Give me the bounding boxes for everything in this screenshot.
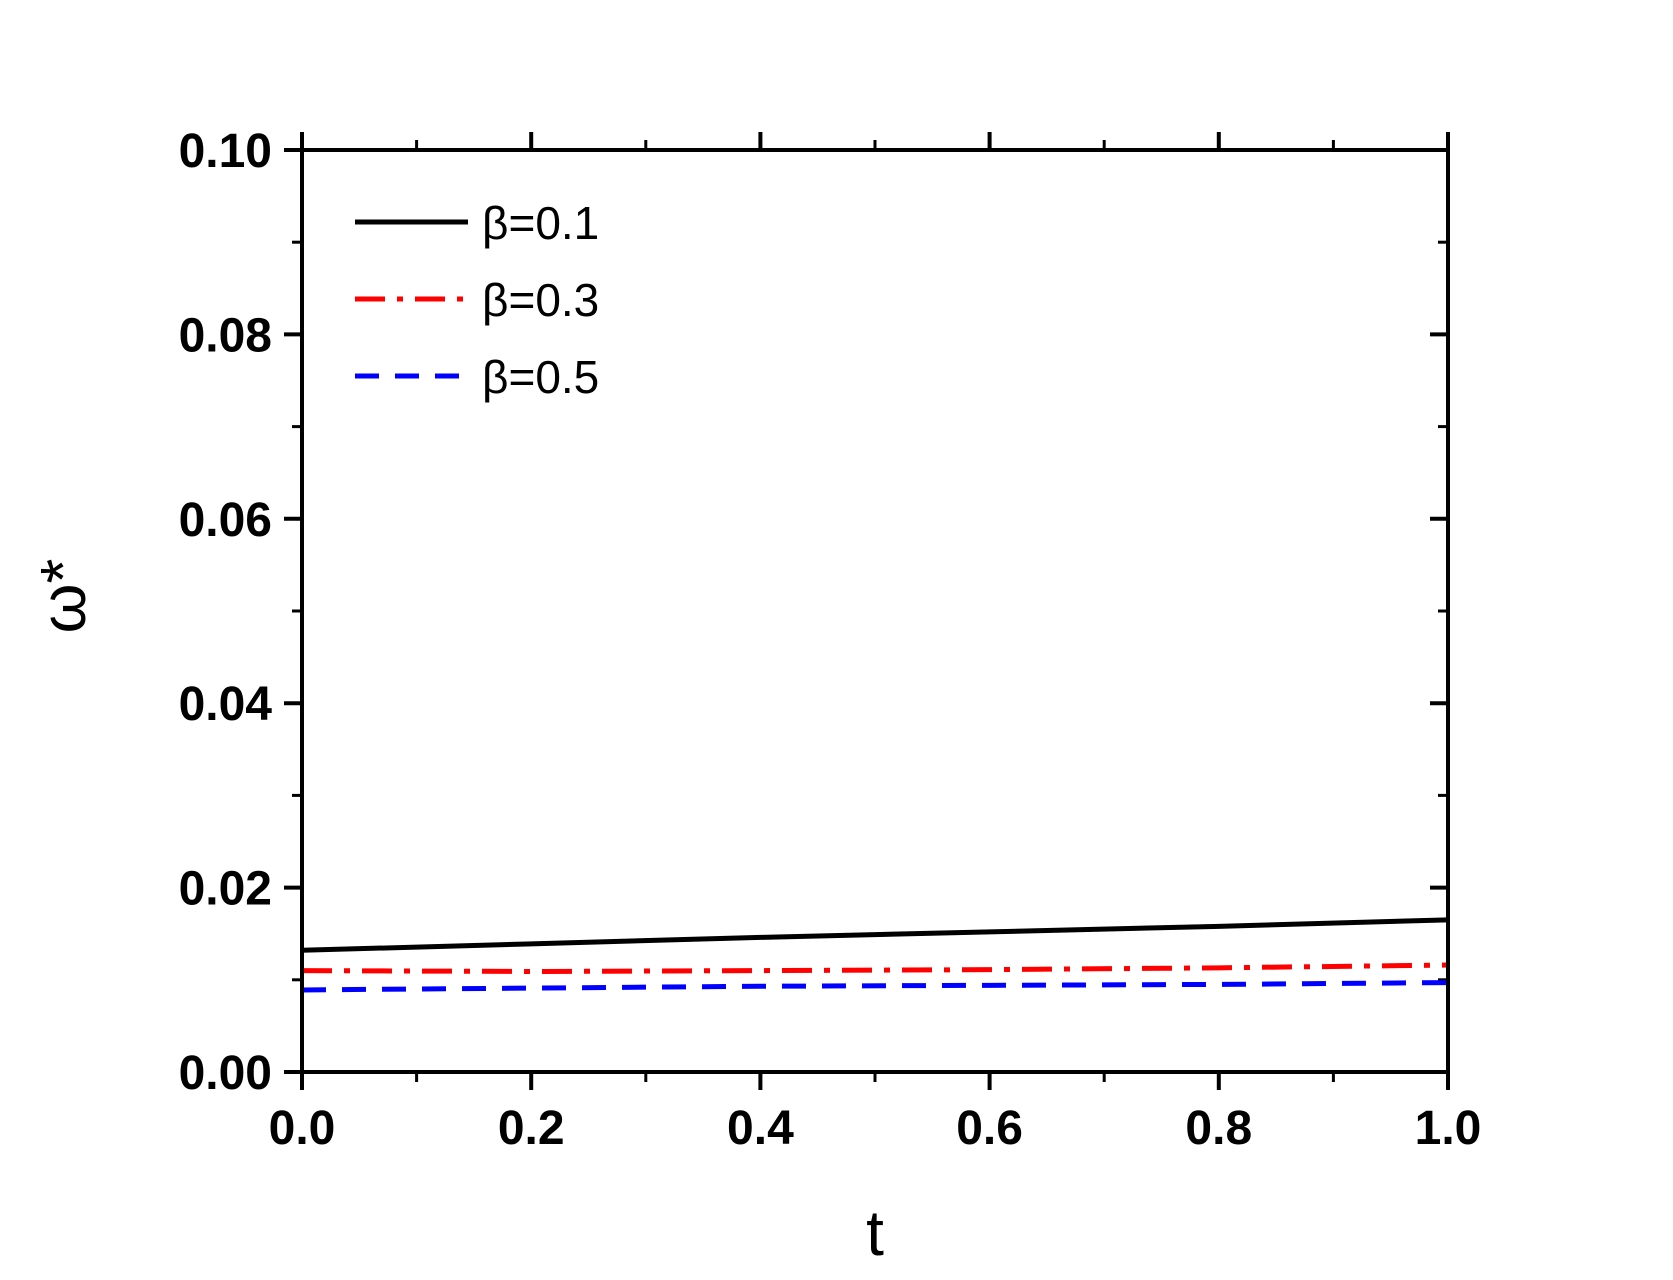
legend-label: β=0.5: [482, 351, 599, 403]
series-line: [301, 917, 1449, 953]
y-tick-label: 0.02: [179, 863, 272, 916]
y-tick-label: 0.06: [179, 494, 272, 547]
plot-area-frame: [300, 148, 1450, 1074]
x-tick-labels: 0.0 0.2 0.4 0.6 0.8 1.0: [269, 1102, 1482, 1155]
series-line: [301, 962, 1449, 975]
legend-label: β=0.3: [482, 274, 599, 326]
y-axis-title: ω*: [27, 559, 99, 634]
x-tick-label: 0.4: [727, 1102, 794, 1155]
x-tick-label: 0.8: [1185, 1102, 1252, 1155]
y-tick-label: 0.00: [179, 1047, 272, 1100]
y-tick-label: 0.10: [179, 125, 272, 178]
x-tick-label: 0.6: [956, 1102, 1023, 1155]
y-tick-labels: 0.00 0.02 0.04 0.06 0.08 0.10: [179, 125, 273, 1100]
legend: β=0.1 β=0.3 β=0.5: [355, 197, 599, 403]
series-layer: [301, 917, 1449, 993]
y-tick-label: 0.08: [179, 309, 272, 362]
legend-label: β=0.1: [482, 197, 599, 249]
x-tick-label: 0.0: [269, 1102, 336, 1155]
x-axis-title: t: [866, 1197, 884, 1269]
y-tick-label: 0.04: [179, 678, 273, 731]
x-tick-label: 0.2: [498, 1102, 565, 1155]
series-line: [301, 980, 1449, 993]
x-tick-label: 1.0: [1415, 1102, 1482, 1155]
